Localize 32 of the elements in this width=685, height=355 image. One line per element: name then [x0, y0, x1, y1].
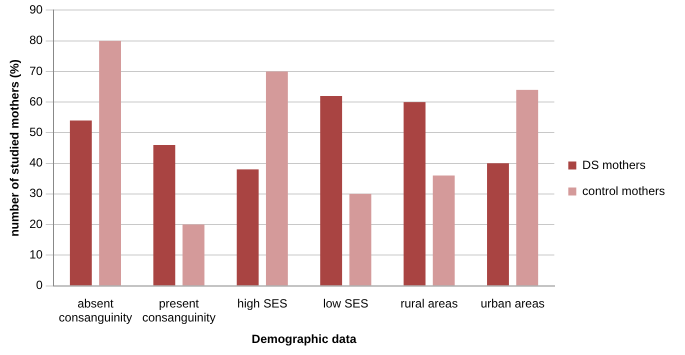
y-tick-label: 0	[36, 278, 44, 292]
bar	[349, 194, 372, 286]
bar	[404, 102, 426, 286]
y-tick-label: 90	[29, 2, 44, 17]
bar	[432, 176, 455, 286]
bar	[153, 144, 176, 286]
bar	[487, 163, 509, 286]
y-tick-label: 70	[29, 64, 44, 78]
x-tick-label: absent consanguinity	[58, 296, 132, 325]
bar	[236, 169, 259, 286]
x-tick-label: high SES	[237, 296, 288, 310]
y-tick-label: 80	[29, 33, 44, 48]
legend-label: control mothers	[582, 184, 666, 198]
y-tick-label: 30	[29, 186, 44, 200]
bar	[516, 90, 538, 286]
x-axis-title: Demographic data	[252, 332, 357, 346]
y-tick-label: 10	[29, 247, 44, 262]
y-tick-label: 40	[29, 156, 44, 170]
legend-label: DS mothers	[582, 158, 646, 172]
bar	[320, 96, 342, 286]
y-tick-label: 60	[29, 94, 44, 108]
y-axis-title: number of studied mothers (%)	[8, 59, 22, 237]
bar	[266, 71, 288, 286]
x-tick-label: rural areas	[400, 296, 458, 310]
bar	[99, 40, 122, 286]
bar	[70, 120, 92, 286]
x-tick-label: low SES	[323, 296, 368, 310]
x-tick-label: present consanguinity	[142, 296, 216, 325]
y-tick-label: 20	[29, 216, 44, 231]
bar	[182, 224, 204, 286]
y-tick-label: 50	[29, 125, 44, 139]
x-tick-label: urban areas	[480, 296, 545, 310]
